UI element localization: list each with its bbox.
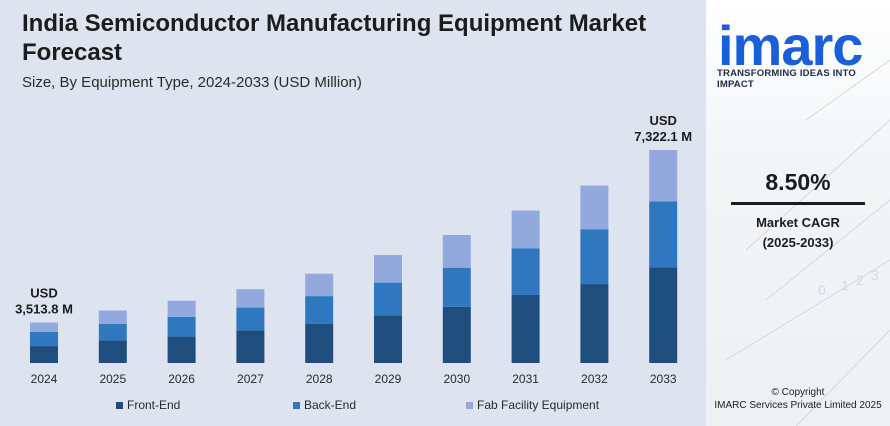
annotation-2033-line1: USD: [649, 113, 676, 128]
stacked-bar-chart: 2024 2025 2026 2027 2028 2029 2030 2031 2032 2033…: [15, 113, 692, 386]
x-tick-label: 2027: [237, 372, 264, 386]
bar-2024-back-end: [30, 331, 58, 347]
legend-label-front-end: Front-End: [127, 398, 181, 412]
bar-2026-front-end: [167, 336, 196, 363]
bar-2026-fab-facility: [167, 300, 196, 317]
bar-2025-back-end: [98, 323, 127, 341]
chart-title: India Semiconductor Manufacturing Equipm…: [22, 10, 647, 66]
x-tick-label: 2032: [581, 372, 608, 386]
info-panel: 0 1 2 3 imarc TRANSFORMING IDEAS INTO IM…: [706, 0, 890, 426]
bar-2032-fab-facility: [580, 185, 609, 230]
bar-2028-front-end: [305, 323, 334, 363]
bar-2029-fab-facility: [374, 255, 402, 283]
legend-label-fab-facility: Fab Facility Equipment: [477, 398, 600, 412]
x-tick-label: 2028: [306, 372, 333, 386]
bar-2031-fab-facility: [511, 210, 540, 249]
legend-item-back-end: Back-End: [293, 398, 356, 412]
bar-2024-front-end: [30, 346, 58, 363]
cagr-divider: [731, 202, 865, 205]
cagr-value: 8.50%: [765, 169, 831, 195]
svg-text:3: 3: [871, 267, 879, 283]
bar-2026-back-end: [167, 316, 196, 337]
x-tick-label: 2025: [99, 372, 126, 386]
copyright-line2: IMARC Services Private Limited 2025: [714, 400, 882, 411]
bar-2028-fab-facility: [305, 273, 334, 297]
brand-tagline: TRANSFORMING IDEAS INTO IMPACT: [717, 68, 857, 90]
bar-2030-front-end: [442, 306, 471, 363]
x-tick-label: 2024: [31, 372, 58, 386]
copyright: © Copyright IMARC Services Private Limit…: [706, 386, 890, 412]
cagr-label-line2: (2025-2033): [762, 235, 834, 250]
chart-panel: India Semiconductor Manufacturing Equipm…: [15, 10, 693, 412]
annotation-2033-line2: 7,322.1 M: [634, 129, 692, 144]
imarc-logo: imarc: [718, 14, 863, 77]
cagr-label: Market CAGR (2025-2033): [706, 213, 890, 253]
svg-text:1: 1: [841, 277, 849, 293]
bar-2033-back-end: [649, 201, 678, 268]
bar-2030-back-end: [442, 267, 471, 307]
legend-swatch-fab-facility: [466, 401, 473, 409]
annotation-2024-line1: USD: [30, 286, 57, 301]
bar-2032-back-end: [580, 229, 609, 285]
x-tick-label: 2030: [443, 372, 470, 386]
bar-2032-front-end: [580, 284, 609, 363]
bar-2027-back-end: [236, 307, 265, 331]
bar-2024-fab-facility: [30, 322, 58, 332]
bar-2027-fab-facility: [236, 289, 265, 308]
x-tick-label: 2033: [650, 372, 677, 386]
bar-2033-fab-facility: [649, 150, 678, 202]
bar-2028-back-end: [305, 296, 334, 324]
bar-2031-back-end: [511, 248, 540, 295]
chart-subtitle: Size, By Equipment Type, 2024-2033 (USD …: [22, 74, 362, 91]
bar-2029-back-end: [374, 282, 402, 316]
legend-label-back-end: Back-End: [304, 398, 357, 412]
x-tick-label: 2026: [168, 372, 195, 386]
legend-swatch-front-end: [116, 401, 123, 409]
bar-2025-front-end: [98, 340, 127, 363]
bar-2033-front-end: [649, 267, 678, 363]
cagr-label-line1: Market CAGR: [756, 215, 840, 230]
bar-2025-fab-facility: [98, 310, 127, 324]
legend-item-fab-facility: Fab Facility Equipment: [466, 398, 599, 412]
svg-text:0: 0: [818, 282, 826, 298]
legend-swatch-back-end: [293, 401, 300, 409]
x-tick-label: 2031: [512, 372, 539, 386]
bar-2027-front-end: [236, 330, 265, 363]
copyright-line1: © Copyright: [771, 387, 825, 398]
x-tick-label: 2029: [375, 372, 402, 386]
bar-2031-front-end: [511, 294, 540, 363]
background-decoration: 0 1 2 3: [725, 59, 890, 426]
svg-text:2: 2: [856, 272, 864, 288]
bar-2029-front-end: [374, 315, 402, 363]
annotation-2024-line2: 3,513.8 M: [15, 302, 73, 317]
legend-item-front-end: Front-End: [116, 398, 180, 412]
bar-2030-fab-facility: [442, 234, 471, 268]
